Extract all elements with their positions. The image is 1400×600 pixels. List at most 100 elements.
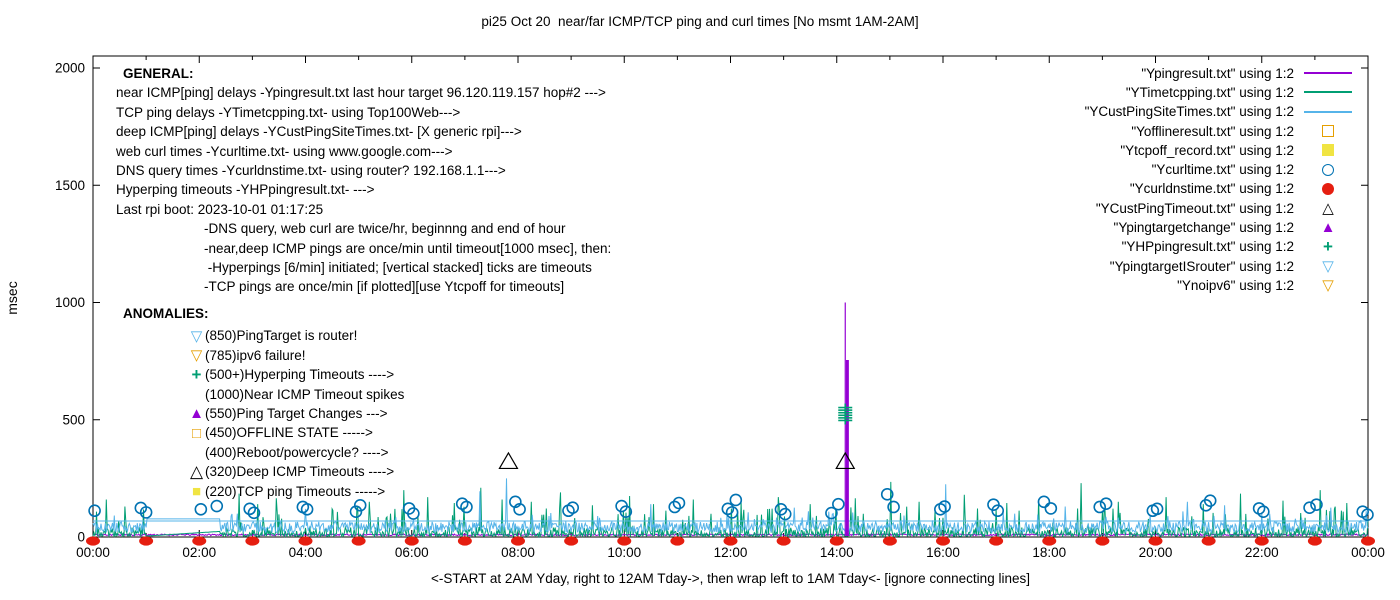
general-line: Last rpi boot: 2023-10-01 01:17:25 [116,201,324,217]
svg-text:18:00: 18:00 [1032,545,1066,560]
svg-text:16:00: 16:00 [926,545,960,560]
svg-text:2000: 2000 [55,61,85,76]
svg-text:1000: 1000 [55,295,85,310]
svg-text:0: 0 [77,530,85,545]
tri-down-open-icon: ▽ [190,346,203,364]
legend-label: "YHPpingresult.txt" using 1:2 [1121,239,1294,255]
legend-item: "Ypingtargetchange" using 1:2 ▲ [1085,218,1354,237]
legend-item: "YTimetcpping.txt" using 1:2 [1085,83,1354,102]
legend-label: "Ypingresult.txt" using 1:2 [1141,65,1294,81]
series-near-icmp [92,532,1369,537]
anomaly-label: (220)TCP ping Timeouts -----> [205,483,386,499]
legend-item: "Ypingresult.txt" using 1:2 [1085,64,1354,83]
anomaly-label: (1000)Near ICMP Timeout spikes [205,386,405,402]
legend-line-icon [1302,72,1354,75]
legend-label: "Ycurldnstime.txt" using 1:2 [1129,181,1294,197]
sq-fill-icon: ■ [191,482,202,500]
points-dns-times [86,536,1375,546]
anomaly-label: (400)Reboot/powercycle? ----> [205,444,389,460]
anomaly-item: (400)Reboot/powercycle? ----> [188,443,404,462]
anomaly-item: ▲ (550)Ping Target Changes ---> [188,404,404,423]
legend-label: "YCustPingTimeout.txt" using 1:2 [1095,200,1294,216]
svg-text:04:00: 04:00 [289,545,323,560]
legend-sq-fill-icon [1302,144,1354,157]
legend-label: "Ynoipv6" using 1:2 [1177,277,1294,293]
general-line: web curl times -Ycurltime.txt- using www… [116,143,453,159]
legend-label: "YTimetcpping.txt" using 1:2 [1125,84,1294,100]
general-subline: -near,deep ICMP pings are once/min until… [204,240,612,256]
tri-up-open-icon: △ [189,462,204,482]
anomalies-annotation-block: ANOMALIES: ▽ (850)PingTarget is router! ▽(… [116,304,404,501]
axis-ticks [92,56,1369,538]
anomaly-items: ▽ (850)PingTarget is router! ▽ (785)ipv6 fa… [116,326,404,501]
legend-item: "Ynoipv6" using 1:2 ▽ [1085,276,1354,295]
y-axis-label: msec [4,281,20,315]
anomaly-item: ■ (220)TCP ping Timeouts -----> [188,482,404,501]
x-tick-labels: 00:00 02:00 04:00 06:00 08:00 10:00 12:00 14:00… [76,545,1385,560]
y-tick-labels: 0 500 1000 1500 2000 [55,61,85,545]
legend-tri-down-open-icon: ▽ [1322,276,1334,294]
svg-text:12:00: 12:00 [714,545,748,560]
tri-down-open-icon: ▽ [190,327,203,345]
anomaly-item: (1000)Near ICMP Timeout spikes [188,385,404,404]
svg-text:08:00: 08:00 [501,545,535,560]
general-line: deep ICMP[ping] delays -YCustPingSiteTim… [116,124,522,140]
svg-text:22:00: 22:00 [1245,545,1279,560]
points-deep-icmp-timeouts [498,451,856,470]
general-subline: -Hyperpings [6/min] initiated; [vertical… [204,260,592,276]
legend-item: "YCustPingSiteTimes.txt" using 1:2 [1085,102,1354,121]
legend-label: "YCustPingSiteTimes.txt" using 1:2 [1084,104,1294,120]
anomaly-item: ▽ (785)ipv6 failure! [188,346,404,365]
sq-open-icon: □ [191,424,202,442]
chart-title: pi25 Oct 20 near/far ICMP/TCP ping and c… [481,14,919,29]
x-axis-label: <-START at 2AM Yday, right to 12AM Tday-… [431,571,1030,586]
legend-label: "Ypingtargetchange" using 1:2 [1113,220,1294,236]
legend-label: "YpingtargetISrouter" using 1:2 [1109,258,1294,274]
anomaly-item: + (500+)Hyperping Timeouts ----> [188,365,404,384]
general-line: near ICMP[ping] delays -Ypingresult.txt … [116,85,606,101]
points-hyperping-timeouts [838,403,853,425]
legend-item: "Yofflineresult.txt" using 1:2 [1085,121,1354,140]
svg-text:500: 500 [62,412,85,427]
general-line: TCP ping delays -YTimetcpping.txt- using… [116,104,461,120]
series-deep-icmp [92,478,1369,535]
svg-text:02:00: 02:00 [182,545,216,560]
legend-ci-open-icon [1302,163,1354,176]
legend-tri-down-open-icon: ▽ [1322,257,1334,275]
anomalies-heading: ANOMALIES: [123,306,209,321]
legend-tri-up-open-icon: △ [1322,199,1334,217]
svg-text:00:00: 00:00 [1351,545,1385,560]
legend-label: "Ycurltime.txt" using 1:2 [1151,162,1294,178]
anomaly-item: △ (320)Deep ICMP Timeouts ----> [188,462,404,481]
legend-ci-fill-icon [1302,182,1354,195]
legend-line-icon [1302,91,1354,94]
anomaly-label: (450)OFFLINE STATE -----> [205,425,373,441]
anomaly-label: (550)Ping Target Changes ---> [205,405,388,421]
svg-text:14:00: 14:00 [820,545,854,560]
legend-plus-icon: + [1323,237,1333,257]
anomaly-label: (785)ipv6 failure! [205,347,306,363]
legend-item: "Ytcpoff_record.txt" using 1:2 [1085,141,1354,160]
svg-text:20:00: 20:00 [1139,545,1173,560]
general-subline: -TCP pings are once/min [if plotted][use… [204,279,565,295]
anomaly-label: (850)PingTarget is router! [205,328,358,344]
legend-sq-open-icon [1302,125,1354,138]
legend-item: "Ycurltime.txt" using 1:2 [1085,160,1354,179]
general-lines: near ICMP[ping] delays -Ypingresult.txt … [116,83,611,296]
anomaly-item: □ (450)OFFLINE STATE -----> [188,423,404,442]
plus-icon: + [191,365,202,385]
legend-label: "Ytcpoff_record.txt" using 1:2 [1120,142,1294,158]
general-annotation-block: GENERAL: near ICMP[ping] delays -Ypingre… [116,64,611,297]
legend-line-icon [1302,110,1354,113]
points-curl-times [88,488,1374,522]
svg-text:10:00: 10:00 [607,545,641,560]
legend: "Ypingresult.txt" using 1:2 "YTimetcpping… [1085,64,1354,296]
svg-text:06:00: 06:00 [395,545,429,560]
anomaly-label: (320)Deep ICMP Timeouts ----> [205,464,395,480]
legend-item: "Ycurldnstime.txt" using 1:2 [1085,179,1354,198]
general-subline: -DNS query, web curl are twice/hr, begin… [204,221,566,237]
anomaly-item: ▽ (850)PingTarget is router! [188,326,404,345]
legend-item: "YHPpingresult.txt" using 1:2 + [1085,237,1354,256]
legend-tri-up-fill-icon: ▲ [1320,219,1336,237]
